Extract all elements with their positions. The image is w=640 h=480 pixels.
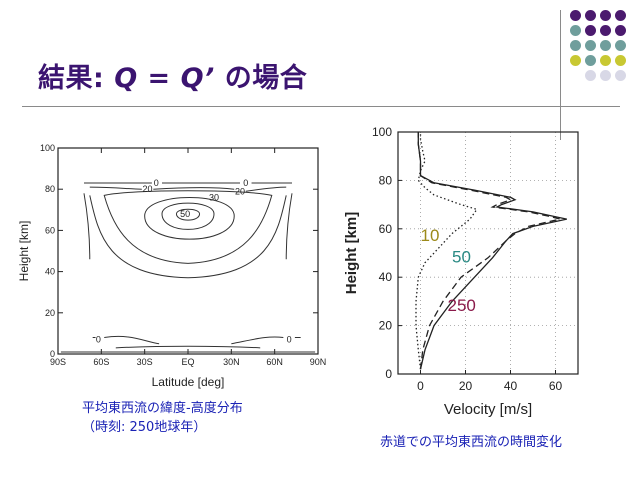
contour-line bbox=[161, 202, 215, 230]
decor-dot bbox=[615, 25, 626, 36]
decor-horizontal-line bbox=[22, 106, 620, 107]
decor-dot bbox=[570, 10, 581, 21]
series-line-250 bbox=[417, 132, 567, 370]
decor-dot bbox=[585, 55, 596, 66]
decor-dot bbox=[615, 10, 626, 21]
profile-chart: 0 20 40 60 0 20 40 60 80 100 Velocity [m/s] Height … bbox=[343, 125, 579, 418]
contour-line bbox=[89, 195, 287, 279]
y-axis-label: Height [km] bbox=[17, 221, 31, 282]
decor-dot bbox=[600, 40, 611, 51]
contour-line bbox=[92, 335, 160, 345]
contour-label: 0 bbox=[243, 178, 248, 188]
contour-line bbox=[89, 186, 287, 192]
contour-label: 50 bbox=[180, 209, 190, 219]
x-tick-label: 90N bbox=[310, 357, 327, 367]
decor-dot bbox=[615, 70, 626, 81]
x-tick-label: 30S bbox=[137, 357, 153, 367]
decor-dot bbox=[570, 25, 581, 36]
series-line-50 bbox=[417, 132, 561, 370]
decor-dot bbox=[585, 25, 596, 36]
contour-label: 0 bbox=[96, 335, 101, 345]
caption-right: 赤道での平均東西流の時間変化 bbox=[380, 435, 563, 450]
decor-dot bbox=[585, 10, 596, 21]
series-label: 50 bbox=[452, 248, 471, 267]
caption-left-line2: （時刻: 250地球年） bbox=[82, 420, 207, 435]
y-tick-label: 40 bbox=[45, 267, 55, 277]
y-tick-label: 0 bbox=[385, 367, 392, 381]
y-tick-label: 0 bbox=[50, 349, 55, 359]
decor-dot bbox=[615, 40, 626, 51]
contour-label: 30 bbox=[209, 192, 219, 202]
x-tick-label: 90S bbox=[50, 357, 66, 367]
contour-line bbox=[103, 190, 273, 264]
decor-dot bbox=[570, 55, 581, 66]
series-line-10 bbox=[415, 132, 478, 370]
contour-label: 0 bbox=[154, 178, 159, 188]
slide-title: 結果: Q = Q’ の場合 bbox=[38, 63, 308, 94]
y-tick-label: 20 bbox=[379, 319, 393, 333]
series-label: 10 bbox=[421, 226, 440, 245]
contour-line bbox=[83, 193, 293, 260]
decor-dot bbox=[585, 40, 596, 51]
plot-frame bbox=[57, 147, 319, 355]
y-tick-label: 100 bbox=[372, 125, 392, 139]
y-tick-label: 20 bbox=[45, 308, 55, 318]
x-tick-label: 60S bbox=[93, 357, 109, 367]
x-tick-label: 60 bbox=[549, 379, 563, 393]
decor-dot bbox=[585, 70, 596, 81]
contour-line bbox=[175, 208, 201, 221]
x-tick-label: 60N bbox=[266, 357, 283, 367]
caption-left-line1: 平均東西流の緯度-高度分布 bbox=[82, 401, 243, 416]
plot-frame bbox=[397, 131, 579, 375]
y-tick-label: 60 bbox=[379, 222, 393, 236]
x-tick-label: 30N bbox=[223, 357, 240, 367]
x-axis-label: Velocity [m/s] bbox=[444, 401, 532, 418]
y-tick-label: 100 bbox=[40, 143, 55, 153]
contour-line bbox=[144, 196, 235, 240]
x-axis-label: Latitude [deg] bbox=[152, 375, 225, 389]
y-axis-label: Height [km] bbox=[343, 212, 360, 295]
contour-line bbox=[231, 336, 301, 345]
series-label: 250 bbox=[448, 296, 476, 315]
y-tick-label: 40 bbox=[379, 270, 393, 284]
y-tick-label: 60 bbox=[45, 225, 55, 235]
decor-dot bbox=[600, 10, 611, 21]
contour-label: 20 bbox=[143, 184, 153, 194]
y-tick-label: 80 bbox=[379, 173, 393, 187]
decor-vertical-line bbox=[560, 10, 561, 140]
x-tick-label: 40 bbox=[504, 379, 518, 393]
decor-dot bbox=[615, 55, 626, 66]
decor-dot bbox=[570, 40, 581, 51]
x-tick-label: 20 bbox=[459, 379, 473, 393]
x-tick-label: EQ bbox=[181, 357, 194, 367]
contour-line bbox=[115, 345, 261, 349]
y-tick-label: 80 bbox=[45, 184, 55, 194]
contour-chart: 90S 60S 30S EQ 30N 60N 90N020406080100Latitude… bbox=[17, 143, 327, 389]
decor-dot bbox=[600, 55, 611, 66]
decor-dot bbox=[600, 70, 611, 81]
contour-label: 0 bbox=[287, 335, 292, 345]
decor-dot bbox=[600, 25, 611, 36]
contour-label: 20 bbox=[235, 186, 245, 196]
x-tick-label: 0 bbox=[417, 379, 424, 393]
